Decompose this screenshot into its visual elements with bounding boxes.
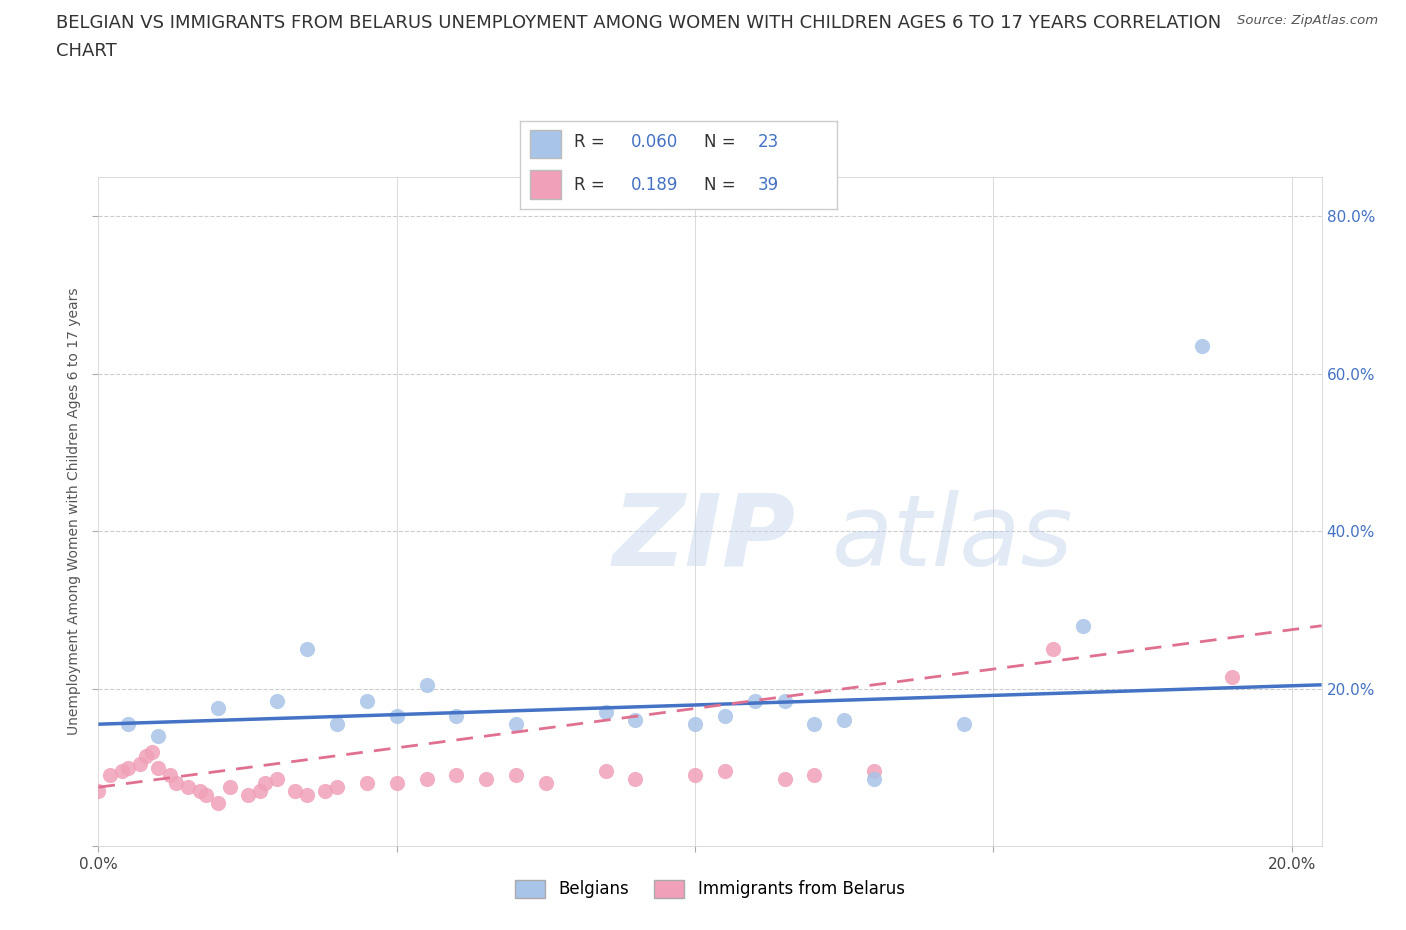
Point bbox=[744, 693, 766, 708]
Text: R =: R = bbox=[574, 133, 610, 151]
Point bbox=[863, 772, 886, 787]
Point bbox=[505, 768, 527, 783]
Point bbox=[249, 784, 271, 799]
Text: N =: N = bbox=[704, 176, 741, 193]
Point bbox=[314, 784, 336, 799]
Point bbox=[385, 709, 408, 724]
Point bbox=[356, 693, 378, 708]
Y-axis label: Unemployment Among Women with Children Ages 6 to 17 years: Unemployment Among Women with Children A… bbox=[67, 287, 82, 736]
Point bbox=[111, 764, 134, 779]
Legend: Belgians, Immigrants from Belarus: Belgians, Immigrants from Belarus bbox=[509, 873, 911, 905]
Point bbox=[98, 768, 121, 783]
Text: N =: N = bbox=[704, 133, 741, 151]
Point bbox=[207, 795, 229, 810]
Point bbox=[1042, 642, 1064, 657]
Point bbox=[117, 760, 139, 775]
Point bbox=[773, 772, 796, 787]
Point bbox=[683, 768, 706, 783]
Text: 23: 23 bbox=[758, 133, 779, 151]
Point bbox=[714, 709, 737, 724]
Point bbox=[595, 764, 617, 779]
Point bbox=[117, 717, 139, 732]
Point bbox=[165, 776, 187, 790]
Point bbox=[254, 776, 277, 790]
Point bbox=[356, 776, 378, 790]
Point bbox=[446, 768, 468, 783]
Text: ZIP: ZIP bbox=[612, 490, 796, 587]
Point bbox=[773, 693, 796, 708]
Point bbox=[446, 709, 468, 724]
Point bbox=[803, 768, 825, 783]
Point bbox=[141, 744, 163, 759]
Point bbox=[146, 728, 169, 743]
Point bbox=[146, 760, 169, 775]
Point bbox=[297, 788, 319, 803]
Point bbox=[218, 779, 240, 794]
Point bbox=[1220, 670, 1243, 684]
Point bbox=[832, 712, 855, 727]
Point bbox=[177, 779, 200, 794]
Point bbox=[534, 776, 557, 790]
Text: atlas: atlas bbox=[832, 490, 1074, 587]
Point bbox=[266, 693, 288, 708]
FancyBboxPatch shape bbox=[530, 170, 561, 199]
Point bbox=[624, 712, 647, 727]
Point bbox=[415, 772, 437, 787]
Point bbox=[475, 772, 498, 787]
Point bbox=[624, 772, 647, 787]
FancyBboxPatch shape bbox=[530, 130, 561, 158]
Text: BELGIAN VS IMMIGRANTS FROM BELARUS UNEMPLOYMENT AMONG WOMEN WITH CHILDREN AGES 6: BELGIAN VS IMMIGRANTS FROM BELARUS UNEMP… bbox=[56, 14, 1222, 32]
Point bbox=[297, 642, 319, 657]
Point bbox=[87, 784, 110, 799]
Point bbox=[683, 717, 706, 732]
Point bbox=[385, 776, 408, 790]
Point bbox=[415, 677, 437, 692]
Text: Source: ZipAtlas.com: Source: ZipAtlas.com bbox=[1237, 14, 1378, 27]
Point bbox=[714, 764, 737, 779]
Point bbox=[284, 784, 307, 799]
Point bbox=[236, 788, 259, 803]
Point bbox=[159, 768, 181, 783]
Point bbox=[266, 772, 288, 787]
Point bbox=[188, 784, 211, 799]
Point bbox=[207, 701, 229, 716]
Point bbox=[326, 779, 349, 794]
Text: 0.189: 0.189 bbox=[631, 176, 678, 193]
Text: 0.060: 0.060 bbox=[631, 133, 678, 151]
Point bbox=[952, 717, 974, 732]
Point bbox=[595, 705, 617, 720]
Point bbox=[863, 764, 886, 779]
Point bbox=[129, 756, 152, 771]
Point bbox=[326, 717, 349, 732]
Point bbox=[1191, 339, 1213, 353]
Point bbox=[135, 749, 157, 764]
Point bbox=[194, 788, 217, 803]
Text: R =: R = bbox=[574, 176, 616, 193]
Point bbox=[803, 717, 825, 732]
Text: 39: 39 bbox=[758, 176, 779, 193]
Point bbox=[505, 717, 527, 732]
Text: CHART: CHART bbox=[56, 42, 117, 60]
Point bbox=[1071, 618, 1094, 633]
